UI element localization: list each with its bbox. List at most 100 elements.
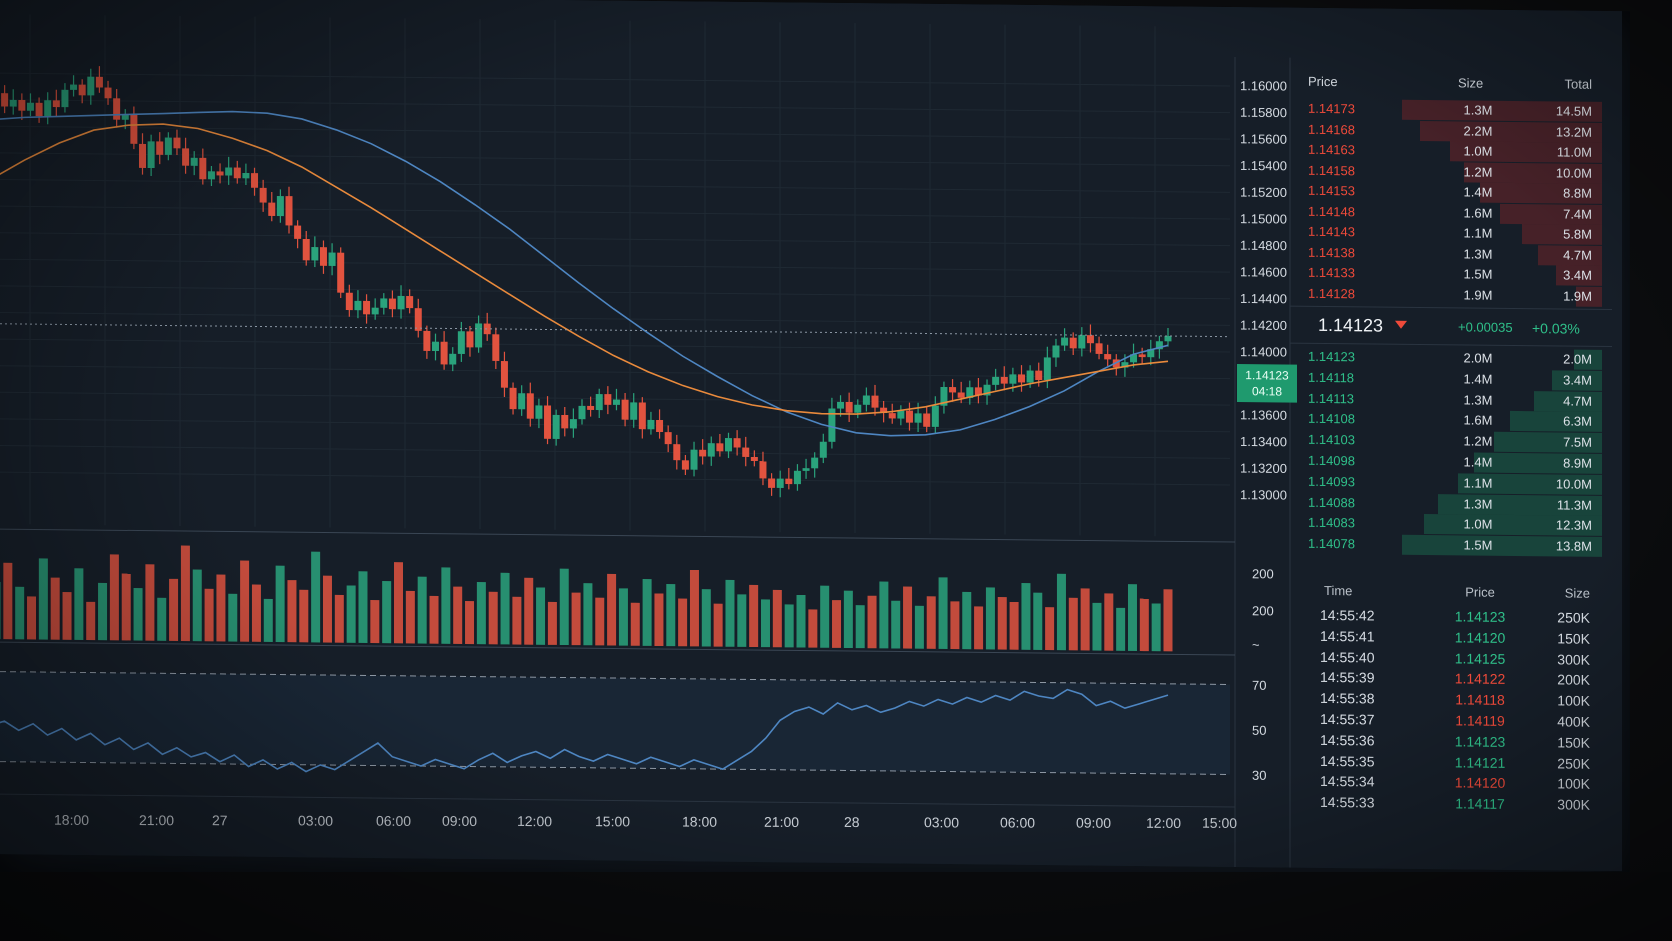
price-tick-label: 1.13000: [1240, 487, 1287, 502]
candle-body: [785, 478, 793, 485]
trade-time: 14:55:34: [1320, 773, 1375, 790]
time-tick-label: 21:00: [764, 814, 799, 830]
volume-bar: [867, 595, 877, 649]
trade-row[interactable]: 14:55:33 1.14117 300K: [1290, 794, 1612, 818]
volume-bar: [559, 568, 569, 646]
candle-body: [78, 84, 86, 96]
candle-body: [449, 353, 457, 365]
volume-bar: [607, 573, 617, 646]
order-total: 13.2M: [1555, 123, 1592, 140]
candle-body: [199, 157, 207, 180]
order-size: 1.1M: [1463, 475, 1493, 491]
candle-body: [173, 137, 181, 149]
candle-body: [500, 361, 508, 388]
volume-bar: [417, 576, 427, 644]
candle-body: [768, 478, 776, 488]
candle-body: [182, 148, 190, 166]
mid-change: +0.00035: [1458, 319, 1513, 335]
volume-bar: [358, 571, 368, 643]
candle-body: [483, 323, 491, 335]
volume-bar: [796, 594, 806, 648]
volume-bar: [630, 602, 640, 646]
mid-price: 1.14123: [1318, 314, 1384, 336]
candle-body: [113, 98, 121, 120]
volume-bar: [169, 578, 179, 641]
volume-bar: [737, 594, 747, 647]
volume-bar: [618, 588, 628, 646]
volume-bar: [1163, 589, 1173, 652]
trades-header-time: Time: [1324, 582, 1353, 599]
candle-body: [1138, 354, 1146, 358]
candle-body: [569, 419, 577, 429]
candle-body: [259, 187, 267, 203]
candle-body: [457, 331, 465, 354]
candle-body: [190, 157, 198, 166]
candle-body: [380, 298, 388, 308]
candle-body: [509, 387, 517, 410]
candle-body: [561, 414, 569, 429]
volume-bar: [74, 568, 84, 640]
candle-body: [526, 393, 534, 419]
trade-time: 14:55:41: [1320, 627, 1375, 645]
volume-bar: [855, 605, 865, 649]
candle-body: [104, 87, 112, 99]
candle-body: [854, 404, 862, 413]
candle-body: [837, 401, 845, 409]
candle-body: [466, 331, 474, 348]
trade-time: 14:55:38: [1320, 690, 1375, 707]
volume-bar: [0, 581, 1, 640]
volume-bar: [891, 600, 901, 649]
volume-bar: [240, 560, 250, 642]
time-tick-label: 12:00: [1146, 815, 1181, 831]
volume-bar: [1116, 607, 1126, 651]
trade-price: 1.14121: [1454, 753, 1506, 771]
volume-bar: [476, 582, 486, 645]
volume-bar: [536, 587, 546, 645]
trade-size: 250K: [1557, 755, 1590, 772]
volume-bar: [228, 593, 238, 642]
volume-bar: [1092, 602, 1102, 651]
volume-bar: [263, 598, 273, 642]
candle-body: [147, 141, 155, 169]
order-total: 5.8M: [1563, 226, 1592, 242]
volume-tick-label: 200: [1252, 603, 1274, 618]
volume-bar: [512, 596, 522, 645]
volume-bar: [192, 569, 202, 642]
order-total: 8.8M: [1563, 185, 1592, 201]
volume-bar: [571, 592, 581, 646]
candle-body: [897, 410, 905, 419]
volume-bar: [1104, 593, 1114, 651]
bid-row[interactable]: 1.14078 1.5M 13.8M: [1290, 533, 1612, 558]
candle-body: [319, 247, 327, 266]
price-tick-label: 1.14200: [1240, 317, 1287, 332]
order-size: 1.5M: [1463, 537, 1493, 553]
candle-body: [819, 441, 827, 458]
volume-bar: [311, 551, 321, 643]
candle-body: [44, 100, 52, 117]
price-tick-label: 1.14000: [1240, 344, 1287, 359]
volume-bar: [926, 596, 936, 649]
volume-bar: [1009, 601, 1019, 650]
volume-bar: [985, 587, 995, 650]
volume-bar: [1080, 588, 1090, 651]
ob-mid-row: 1.14123 +0.00035 +0.03%: [1290, 305, 1612, 347]
trade-price: 1.14119: [1455, 712, 1505, 729]
order-size: 1.3M: [1463, 392, 1493, 408]
candle-body: [793, 470, 801, 485]
order-total: 8.9M: [1563, 455, 1592, 471]
volume-bar: [962, 591, 972, 650]
down-arrow-icon: [1395, 320, 1407, 329]
volume-bar: [27, 596, 37, 640]
candle-body: [1035, 370, 1043, 381]
order-size: 1.0M: [1463, 143, 1493, 159]
time-tick-label: 09:00: [442, 813, 477, 829]
volume-bar: [204, 588, 214, 642]
candle-body: [139, 143, 146, 168]
order-price: 1.14083: [1308, 515, 1355, 531]
price-tick-label: 1.13200: [1240, 460, 1287, 475]
candle-body: [871, 395, 879, 408]
candle-body: [268, 202, 276, 216]
ask-row[interactable]: 1.14128 1.9M 1.9M: [1290, 282, 1612, 307]
candle-body: [888, 413, 896, 419]
candle-body: [61, 89, 69, 108]
